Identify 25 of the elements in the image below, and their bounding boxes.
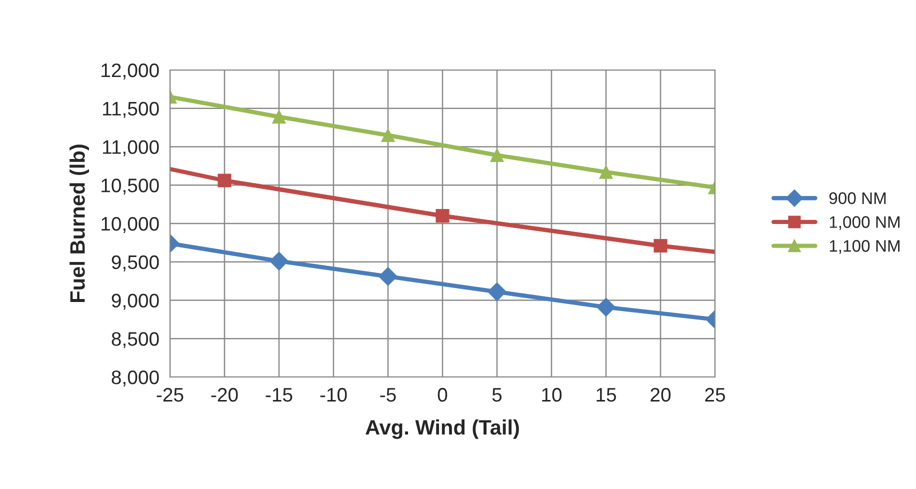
x-tick-label: -25 [156,388,184,402]
y-tick-label: 11,500 [103,102,159,118]
legend-label: 900 NM [829,192,886,204]
y-tick-label: 9,000 [112,294,159,310]
y-tick-label: 11,000 [103,140,159,156]
legend-label: 1,100 NM [830,240,900,254]
x-tick-label: 5 [492,388,502,402]
x-tick-label: 0 [438,388,448,402]
x-tick-label: -5 [380,388,396,402]
x-tick-label: 15 [596,388,616,402]
y-tick-label: 9,500 [112,255,159,272]
legend-label: 1,000 NM [830,216,900,230]
y-tick-label: 8,000 [112,370,159,387]
y-tick-label: 8,500 [112,332,159,348]
y-tick-label: 10,500 [102,178,159,195]
y-tick-label: 10,000 [102,216,159,234]
x-tick-label: -15 [266,388,292,402]
x-tick-label: -20 [211,388,238,402]
y-tick-label: 12,000 [102,63,159,80]
x-axis-title: Avg. Wind (Tail) [366,419,519,439]
y-axis-title: Fuel Burned (lb) [70,144,90,302]
x-tick-label: 20 [650,388,671,402]
x-tick-label: 25 [705,388,725,402]
x-tick-label: 10 [542,388,562,402]
x-tick-label: -10 [320,388,347,402]
